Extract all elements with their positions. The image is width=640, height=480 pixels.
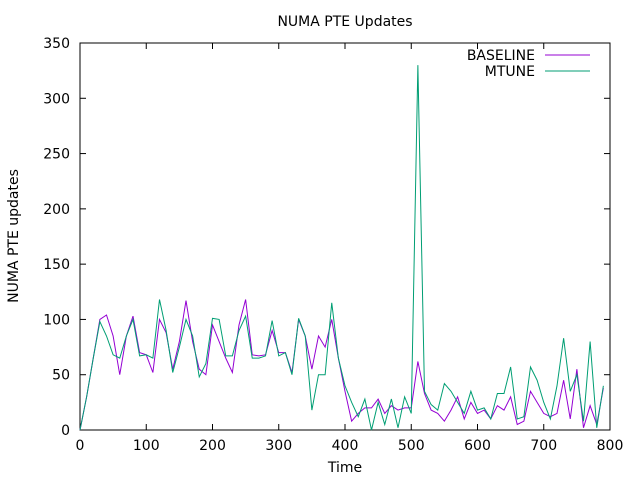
- y-tick-label: 150: [43, 257, 70, 273]
- series-line-mtune: [79, 65, 604, 431]
- x-tick-label: 0: [76, 438, 85, 454]
- y-tick-label: 50: [52, 368, 70, 384]
- legend-label-baseline: BASELINE: [467, 48, 535, 64]
- x-tick-label: 800: [597, 438, 624, 454]
- plot-border: [79, 42, 611, 431]
- y-tick-label: 0: [61, 423, 70, 439]
- y-tick-label: 100: [43, 312, 70, 328]
- y-tick-label: 250: [43, 147, 70, 163]
- x-tick-label: 100: [133, 438, 160, 454]
- x-tick-label: 600: [464, 438, 491, 454]
- chart-title: NUMA PTE Updates: [277, 14, 412, 30]
- x-tick-label: 400: [332, 438, 359, 454]
- x-tick-label: 200: [199, 438, 226, 454]
- y-tick-label: 350: [43, 36, 70, 52]
- x-tick-label: 500: [398, 438, 425, 454]
- x-tick-label: 700: [530, 438, 557, 454]
- y-axis-label: NUMA PTE updates: [6, 169, 22, 303]
- y-tick-label: 200: [43, 202, 70, 218]
- x-tick-label: 300: [265, 438, 292, 454]
- x-axis-label: Time: [327, 460, 362, 476]
- y-tick-label: 300: [43, 91, 70, 107]
- legend-label-mtune: MTUNE: [485, 64, 535, 80]
